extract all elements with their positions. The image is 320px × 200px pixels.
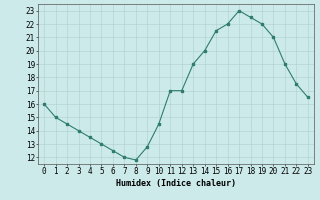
X-axis label: Humidex (Indice chaleur): Humidex (Indice chaleur) — [116, 179, 236, 188]
